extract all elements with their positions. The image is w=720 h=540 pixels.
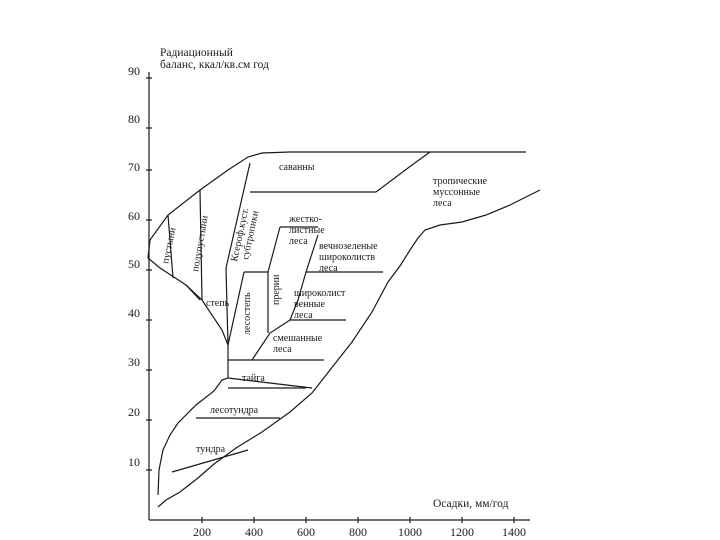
x-tick-label: 200 (193, 525, 211, 539)
y-tick-label: 90 (128, 64, 140, 78)
line-mixed-left (251, 319, 291, 361)
y-tick-label: 40 (128, 306, 140, 320)
x-axis-title: Осадки, мм/год (433, 498, 509, 510)
zone-label-broadleaf-2: венные (294, 299, 326, 310)
x-tick-label: 800 (349, 525, 367, 539)
zone-label-foresttundra: лесотундра (210, 405, 259, 416)
x-tick-marks (201, 517, 515, 523)
y-tick-label: 60 (128, 209, 140, 223)
zone-label-evergreen-1: вечнозеленые (319, 241, 378, 252)
humid-boundary (157, 189, 541, 508)
zone-label-evergreen-3: леса (319, 263, 338, 274)
zone-boundaries (147, 151, 541, 508)
zone-label-mixed-1: смешанные (273, 333, 323, 344)
zone-labels: саванны тропические муссонные леса пусты… (160, 162, 487, 455)
zone-label-tropical-1: тропические (433, 176, 488, 187)
y-tick-label: 30 (128, 355, 140, 369)
zone-label-mixed-2: леса (273, 344, 292, 355)
y-tick-labels: 10 20 30 40 50 60 70 80 90 (128, 64, 140, 469)
y-tick-marks (146, 77, 152, 471)
y-axis-title-line1: Радиационный (160, 47, 233, 59)
line-steppe-right (227, 271, 245, 346)
line-tropical-left (375, 151, 431, 193)
line-deserts (167, 214, 174, 279)
zone-label-broadleaf-1: широколист (294, 288, 346, 299)
line-shrubs (225, 162, 251, 346)
zone-label-evergreen-2: широколиств (319, 252, 375, 263)
zone-label-forest-steppe: лесостепь (242, 292, 253, 335)
y-tick-label: 10 (128, 455, 140, 469)
y-tick-label: 50 (128, 257, 140, 271)
y-axis-title-line2: баланс, ккал/кв.см год (160, 59, 269, 71)
zone-label-tundra: тундра (196, 444, 226, 455)
line-desert-semidesert (185, 284, 201, 301)
x-tick-label: 600 (297, 525, 315, 539)
zone-label-tropical-2: муссонные (433, 187, 481, 198)
zone-label-semideserts: полупустыни (190, 214, 211, 272)
line-tundra (171, 449, 249, 473)
zone-label-savanna: саванны (279, 162, 315, 173)
zone-label-steppe: степь (206, 298, 230, 309)
zone-label-deserts: пустыни (160, 226, 179, 265)
zone-label-meadows: прерии (271, 274, 282, 305)
zone-label-hardleaf-3: леса (289, 236, 308, 247)
line-hardleaf-left (267, 226, 281, 273)
zone-label-hardleaf-1: жестко- (288, 214, 322, 225)
y-tick-label: 20 (128, 405, 140, 419)
line-taiga-mid (227, 377, 313, 389)
y-tick-label: 70 (128, 160, 140, 174)
y-tick-label: 80 (128, 112, 140, 126)
x-tick-labels: 200 400 600 800 1000 1200 1400 (193, 525, 526, 539)
zone-label-hardleaf-2: листные (289, 225, 325, 236)
x-tick-label: 1200 (450, 525, 474, 539)
zone-label-taiga: тайга (242, 373, 265, 384)
line-semideserts (199, 189, 203, 301)
zone-label-tropical-3: леса (433, 198, 452, 209)
x-tick-label: 400 (245, 525, 263, 539)
zone-label-broadleaf-3: леса (294, 310, 313, 321)
x-tick-label: 1000 (398, 525, 422, 539)
line-broadleaf-left (289, 234, 319, 321)
x-tick-label: 1400 (502, 525, 526, 539)
